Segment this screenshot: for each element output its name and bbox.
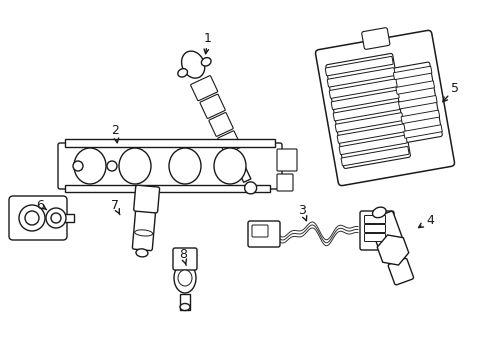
Ellipse shape — [180, 303, 190, 310]
FancyBboxPatch shape — [332, 102, 400, 121]
FancyBboxPatch shape — [132, 210, 155, 251]
Bar — [180, 294, 190, 310]
Ellipse shape — [201, 58, 211, 66]
Text: 6: 6 — [36, 198, 44, 212]
FancyBboxPatch shape — [361, 28, 389, 49]
Circle shape — [25, 211, 39, 225]
FancyBboxPatch shape — [337, 124, 404, 143]
Text: 3: 3 — [298, 203, 305, 216]
FancyBboxPatch shape — [208, 113, 233, 136]
Ellipse shape — [169, 148, 201, 184]
FancyBboxPatch shape — [315, 30, 453, 186]
FancyBboxPatch shape — [335, 113, 402, 132]
FancyBboxPatch shape — [400, 110, 439, 123]
Circle shape — [46, 208, 66, 228]
Circle shape — [107, 161, 117, 171]
FancyBboxPatch shape — [173, 248, 197, 270]
FancyBboxPatch shape — [65, 185, 269, 192]
Text: 8: 8 — [179, 248, 186, 261]
FancyBboxPatch shape — [395, 81, 433, 94]
FancyBboxPatch shape — [359, 211, 393, 250]
FancyBboxPatch shape — [65, 139, 274, 147]
FancyBboxPatch shape — [217, 131, 241, 154]
Ellipse shape — [214, 148, 245, 184]
FancyBboxPatch shape — [325, 57, 392, 76]
FancyBboxPatch shape — [190, 76, 217, 101]
FancyBboxPatch shape — [9, 196, 67, 240]
FancyBboxPatch shape — [341, 147, 408, 166]
Text: 2: 2 — [111, 123, 119, 136]
FancyBboxPatch shape — [368, 211, 406, 258]
FancyBboxPatch shape — [328, 79, 396, 98]
FancyBboxPatch shape — [326, 68, 394, 87]
FancyBboxPatch shape — [276, 149, 296, 171]
FancyBboxPatch shape — [133, 185, 159, 213]
FancyBboxPatch shape — [330, 90, 398, 109]
FancyBboxPatch shape — [387, 258, 413, 285]
Circle shape — [19, 205, 45, 231]
FancyBboxPatch shape — [398, 95, 436, 109]
Ellipse shape — [372, 207, 386, 218]
FancyBboxPatch shape — [62, 214, 74, 222]
Ellipse shape — [74, 148, 106, 184]
Ellipse shape — [178, 270, 192, 286]
Circle shape — [51, 213, 61, 223]
Ellipse shape — [181, 51, 204, 78]
Text: 1: 1 — [203, 32, 211, 45]
Ellipse shape — [178, 69, 187, 77]
FancyBboxPatch shape — [364, 234, 385, 242]
FancyBboxPatch shape — [276, 174, 292, 191]
FancyBboxPatch shape — [325, 54, 409, 168]
FancyBboxPatch shape — [200, 94, 225, 118]
FancyBboxPatch shape — [339, 135, 406, 154]
FancyBboxPatch shape — [247, 221, 280, 247]
Bar — [233, 156, 250, 182]
Ellipse shape — [135, 230, 152, 236]
FancyBboxPatch shape — [403, 125, 441, 138]
FancyBboxPatch shape — [392, 62, 441, 142]
FancyBboxPatch shape — [364, 225, 385, 233]
Polygon shape — [376, 235, 408, 265]
Ellipse shape — [174, 263, 196, 293]
FancyBboxPatch shape — [392, 66, 431, 80]
FancyBboxPatch shape — [251, 225, 267, 237]
Ellipse shape — [119, 148, 151, 184]
Circle shape — [73, 161, 83, 171]
Text: 7: 7 — [111, 198, 119, 212]
Ellipse shape — [136, 249, 148, 257]
Text: 5: 5 — [450, 81, 458, 95]
Circle shape — [244, 182, 256, 194]
FancyBboxPatch shape — [58, 143, 282, 189]
FancyBboxPatch shape — [364, 216, 385, 224]
Text: 4: 4 — [425, 213, 433, 226]
